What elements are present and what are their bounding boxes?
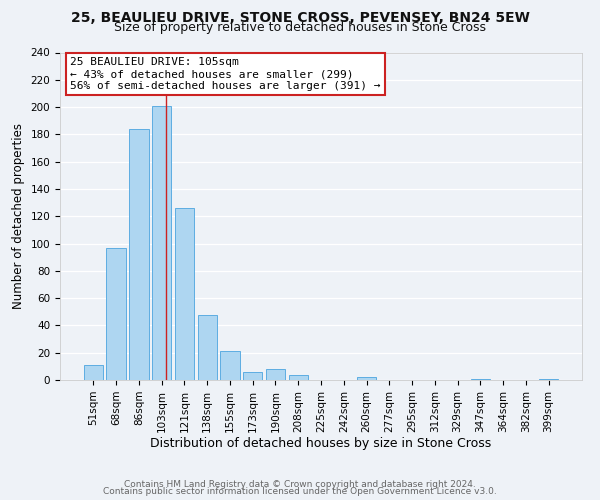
Bar	[470, 378, 490, 380]
Text: 25 BEAULIEU DRIVE: 105sqm
← 43% of detached houses are smaller (299)
56% of semi: 25 BEAULIEU DRIVE: 105sqm ← 43% of detac…	[70, 58, 381, 90]
Bar	[84, 365, 103, 380]
Bar	[539, 378, 558, 380]
Bar	[266, 369, 285, 380]
Bar	[106, 248, 126, 380]
Bar	[129, 129, 149, 380]
Bar	[152, 106, 172, 380]
Text: Size of property relative to detached houses in Stone Cross: Size of property relative to detached ho…	[114, 21, 486, 34]
Text: Contains public sector information licensed under the Open Government Licence v3: Contains public sector information licen…	[103, 487, 497, 496]
Text: Contains HM Land Registry data © Crown copyright and database right 2024.: Contains HM Land Registry data © Crown c…	[124, 480, 476, 489]
Text: 25, BEAULIEU DRIVE, STONE CROSS, PEVENSEY, BN24 5EW: 25, BEAULIEU DRIVE, STONE CROSS, PEVENSE…	[71, 11, 529, 25]
Bar	[175, 208, 194, 380]
Bar	[357, 378, 376, 380]
X-axis label: Distribution of detached houses by size in Stone Cross: Distribution of detached houses by size …	[151, 438, 491, 450]
Bar	[243, 372, 262, 380]
Bar	[220, 352, 239, 380]
Bar	[289, 374, 308, 380]
Bar	[197, 314, 217, 380]
Y-axis label: Number of detached properties: Number of detached properties	[12, 123, 25, 309]
